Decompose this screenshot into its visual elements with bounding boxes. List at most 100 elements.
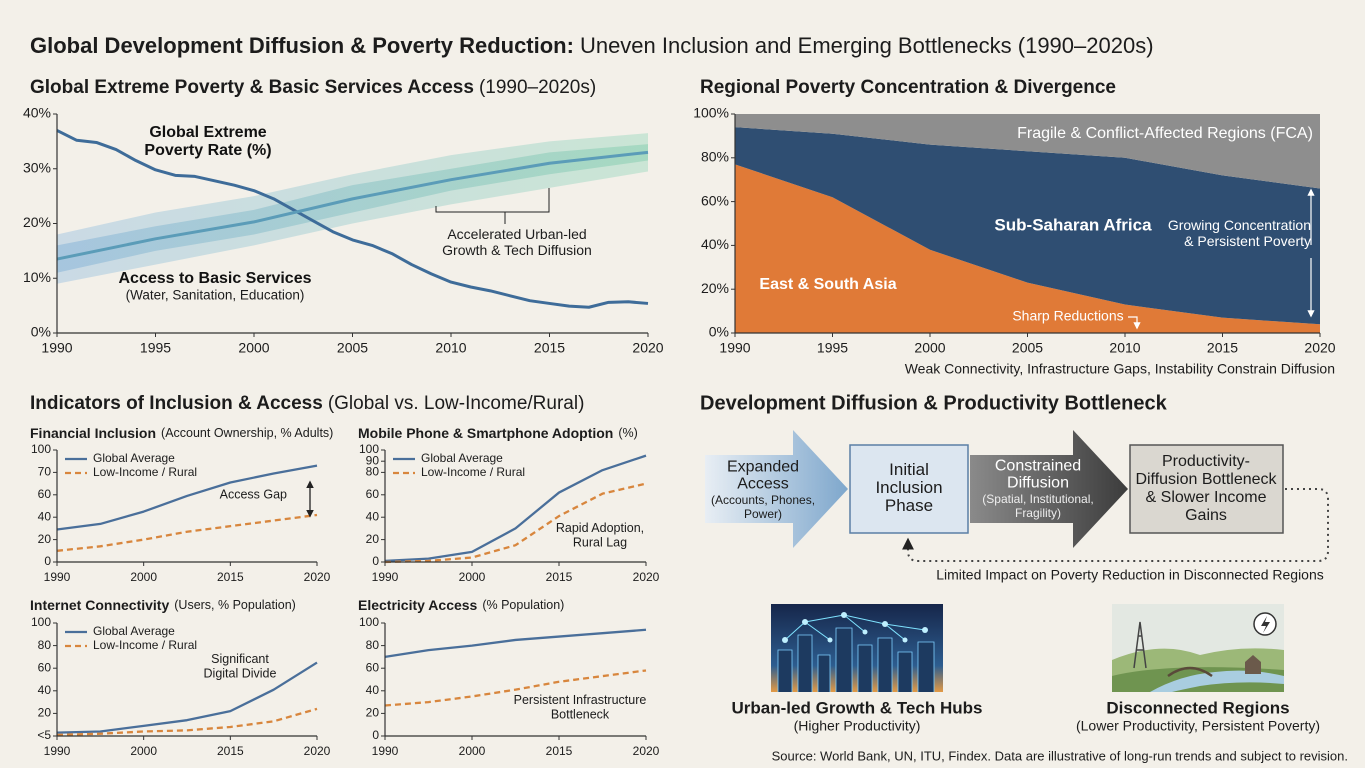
y-tick-label: 60 [38,487,52,501]
x-tick-label: 1995 [817,340,848,356]
y-tick-label: 20 [38,706,52,720]
text-line: Rapid Adoption, [556,521,644,535]
x-tick-label: 1990 [41,340,72,356]
urban-illustration [771,604,943,692]
y-tick-label: 20 [38,532,52,546]
text-line: Initial [889,460,929,479]
chart-title-main: Electricity Access [358,597,478,613]
bracket [435,188,550,224]
y-tick-label: 80% [701,149,729,165]
x-tick-label: 2000 [238,340,269,356]
legend-label: Low-Income / Rural [93,638,197,652]
series-note: (Water, Sanitation, Education) [126,288,305,303]
diagram-title: Development Diffusion & Productivity Bot… [700,392,1168,414]
legend-label: Global Average [421,451,503,465]
series-line [56,129,649,309]
text-line: Productivity- [1162,453,1250,470]
x-tick-label: 2010 [1109,340,1140,356]
y-tick-label: 100% [693,105,729,121]
node-label: Constrained Diffusion [995,458,1081,492]
text-line: Gains [1185,507,1227,524]
series-label: Global Extreme Poverty Rate (%) [144,124,271,159]
panel-caption: (Higher Productivity) [794,718,921,734]
y-tick-label: 0 [372,728,379,742]
y-tick-label: 20 [366,706,380,720]
annotation: Access Gap [220,487,287,501]
buildings [777,627,935,692]
arrow-shape [970,430,1128,548]
node-box [849,444,969,534]
y-tick-label: 40 [38,683,52,697]
y-tick-label: 20 [366,532,380,546]
arrow-shape [705,430,848,548]
annotation: Accelerated Urban-led Growth & Tech Diffu… [442,226,592,258]
y-tick-label: 60% [701,192,729,208]
series-label: Access to Basic Services [118,270,311,287]
node-detail: (Accounts, Phones, Power) [711,493,815,521]
y-tick-label: 30% [23,159,51,175]
x-tick-label: 2020 [633,570,660,584]
x-tick-label: 2010 [435,340,466,356]
rural-illustration [1112,604,1284,692]
chart-title-main: Global Extreme Poverty & Basic Services … [30,77,474,98]
y-tick-label: 100 [31,615,51,629]
text-line: Global Extreme [149,124,266,141]
series-line [56,707,318,737]
legend-label: Low-Income / Rural [421,465,525,479]
y-tick-label: 80 [366,465,380,479]
x-tick-label: 2000 [914,340,945,356]
x-tick-label: 2000 [459,570,486,584]
node-box [1129,444,1284,534]
y-tick-label: 0 [44,554,51,568]
series-line [384,454,647,563]
chart-title: Global Extreme Poverty & Basic Services … [30,77,596,98]
x-tick-label: 2020 [632,340,663,356]
chart-title-main: Mobile Phone & Smartphone Adoption [358,425,613,441]
river [1150,670,1284,692]
x-tick-label: 2000 [130,744,157,758]
chart-subtitle: (1990–2020s) [479,77,596,98]
y-tick-label: 40% [701,236,729,252]
y-tick-label: 100 [359,615,379,629]
series-label: Fragile & Conflict-Affected Regions (FCA… [1017,125,1313,142]
y-tick-label: 40 [366,683,380,697]
bridge [1167,666,1213,678]
text-line: Phase [885,496,933,515]
y-tick-label: 80 [38,638,52,652]
text-line: Digital Divide [204,667,277,681]
panel-label: Disconnected Regions [1106,698,1289,717]
y-tick-label: 70 [38,465,52,479]
x-tick-label: 2015 [217,744,244,758]
text-line: Accelerated Urban-led [447,226,586,242]
x-tick-label: 1990 [372,744,399,758]
chart-title: Mobile Phone & Smartphone Adoption (%) [358,425,638,441]
text-line: Persistent Infrastructure [514,693,647,707]
chart-subtitle: (% Population) [482,598,564,612]
x-tick-label: 2020 [1304,340,1335,356]
section-subtitle: (Global vs. Low-Income/Rural) [328,393,585,414]
nodes [782,612,928,643]
x-tick-label: 2015 [534,340,565,356]
x-tick-label: 1990 [372,570,399,584]
y-tick-label: 20% [701,280,729,296]
series-line [56,661,318,734]
tower [1133,621,1147,669]
annotation: Significant Digital Divide [204,652,277,681]
series-line [56,150,649,261]
text-line: Bottleneck [551,708,610,722]
text-line: Growth & Tech Diffusion [442,242,592,258]
series-label: East & South Asia [759,276,896,293]
decorations [306,188,1315,518]
subtitle: Uneven Inclusion and Emerging Bottleneck… [580,33,1154,58]
text-line: Inclusion [875,478,942,497]
x-tick-label: 2015 [546,570,573,584]
x-tick-label: 1990 [44,570,71,584]
x-tick-label: 1990 [44,744,71,758]
loop-arrow [902,488,1329,562]
y-tick-label: 80 [366,638,380,652]
y-tick-label: 100 [359,442,379,456]
text-line: Rural Lag [573,536,627,550]
chart-note: Weak Connectivity, Infrastructure Gaps, … [905,361,1335,377]
